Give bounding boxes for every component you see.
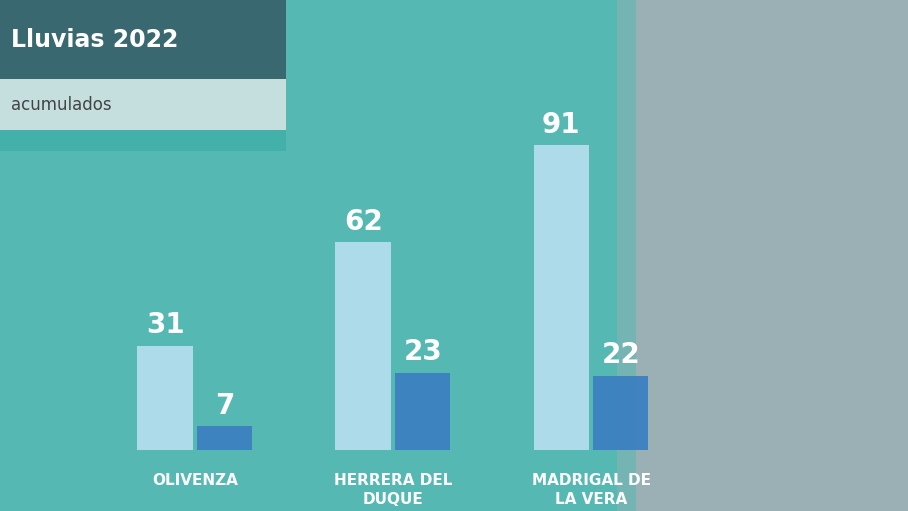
Text: HERRERA DEL
DUQUE: HERRERA DEL DUQUE (334, 473, 452, 507)
Text: Lluvias 2022: Lluvias 2022 (11, 28, 178, 52)
Text: 7: 7 (215, 391, 234, 420)
Bar (395, 373, 450, 450)
Text: acumulados: acumulados (11, 96, 112, 114)
Bar (335, 242, 391, 450)
Bar (0, 79, 286, 130)
Bar (0, 0, 286, 79)
Text: 23: 23 (403, 338, 442, 366)
Text: 31: 31 (146, 311, 184, 339)
Bar (0, 0, 617, 511)
Bar (534, 145, 589, 450)
Bar (499, 0, 636, 511)
Bar (593, 376, 648, 450)
Bar (0, 130, 286, 151)
Text: 91: 91 (542, 110, 580, 138)
Bar (617, 0, 908, 511)
Text: MADRIGAL DE
LA VERA: MADRIGAL DE LA VERA (531, 473, 650, 507)
Text: 22: 22 (601, 341, 640, 369)
Text: 62: 62 (344, 207, 382, 236)
Bar (137, 346, 192, 450)
Bar (197, 426, 252, 450)
Text: OLIVENZA: OLIVENZA (152, 473, 238, 488)
